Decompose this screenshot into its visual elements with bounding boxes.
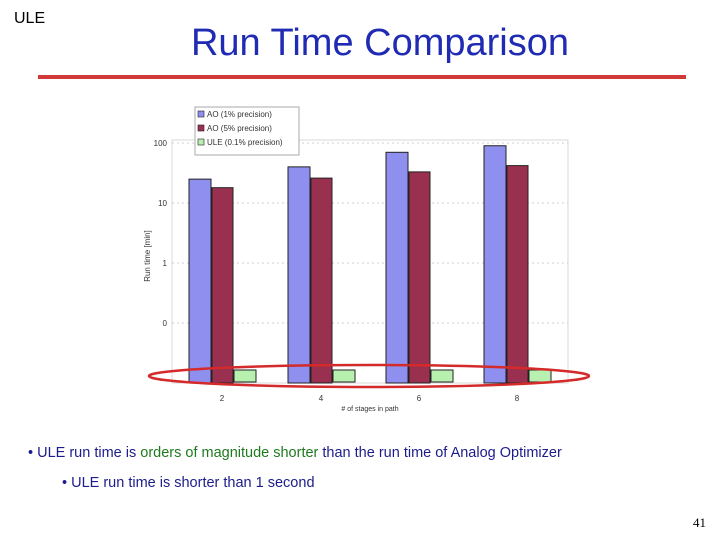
title-rule: [38, 75, 686, 79]
y-tick-label: 100: [154, 139, 168, 148]
bar-ao-1pct: [287, 166, 311, 384]
legend-swatch: [197, 138, 205, 146]
x-tick-label: 4: [319, 394, 324, 403]
page-number: 41: [693, 515, 706, 530]
bar-ao-1pct: [483, 145, 507, 384]
highlight-ellipse: [147, 363, 591, 389]
bar-ule: [430, 369, 454, 383]
sub-bullet: • ULE run time is shorter than 1 second: [62, 475, 315, 491]
legend-label: AO (5% precision): [207, 124, 272, 133]
bar-ao-5pct: [310, 177, 333, 384]
legend-swatch: [197, 124, 205, 132]
bar-ule: [332, 369, 356, 383]
y-tick-label: 1: [163, 259, 168, 268]
x-axis-label: # of stages in path: [341, 406, 398, 413]
bullet-suffix: than the run time of Analog Optimizer: [318, 445, 562, 461]
x-tick-label: 6: [417, 394, 422, 403]
bar-ao-5pct: [211, 187, 234, 384]
main-bullet: • ULE run time is orders of magnitude sh…: [28, 445, 562, 461]
bar-ule: [528, 369, 552, 383]
y-tick-label: 0: [163, 319, 168, 328]
legend-label: ULE (0.1% precision): [207, 138, 283, 147]
corner-label: ULE: [14, 10, 46, 27]
bar-ao-5pct: [506, 165, 529, 384]
bullet-prefix: • ULE run time is: [28, 445, 141, 461]
slide-title: Run Time Comparison: [190, 22, 570, 64]
x-tick-label: 8: [515, 394, 520, 403]
legend-box: [194, 106, 300, 156]
bar-ao-5pct: [408, 171, 431, 384]
bullet-highlight: orders of magnitude shorter: [140, 445, 319, 461]
legend-label: AO (1% precision): [207, 110, 272, 119]
y-axis-label: Run time [min]: [143, 230, 152, 282]
bar-ao-1pct: [188, 178, 212, 384]
x-tick-label: 2: [220, 394, 225, 403]
bar-ao-1pct: [385, 151, 409, 384]
bar-ule: [233, 369, 257, 383]
legend-swatch: [197, 110, 205, 118]
y-tick-label: 10: [158, 199, 167, 208]
